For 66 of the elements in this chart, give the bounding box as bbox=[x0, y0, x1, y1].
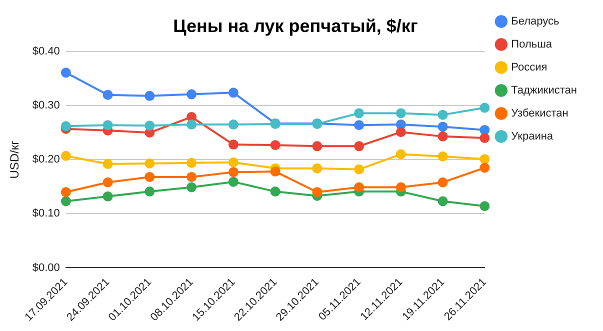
legend-label: Узбекистан bbox=[511, 108, 568, 120]
point bbox=[60, 121, 71, 132]
point bbox=[396, 127, 406, 138]
legend-label: Беларусь bbox=[511, 16, 560, 28]
point bbox=[480, 102, 490, 113]
point bbox=[186, 89, 197, 100]
point bbox=[60, 196, 71, 206]
point bbox=[60, 187, 71, 198]
point bbox=[480, 162, 490, 173]
point bbox=[354, 164, 364, 174]
y-tick-label: $0.10 bbox=[32, 208, 60, 220]
point bbox=[480, 201, 490, 212]
point bbox=[438, 196, 448, 206]
point bbox=[480, 133, 490, 144]
legend-label: Россия bbox=[511, 62, 548, 74]
point bbox=[312, 187, 322, 198]
point bbox=[396, 108, 406, 118]
point bbox=[270, 186, 280, 197]
point bbox=[396, 149, 406, 160]
point bbox=[186, 172, 197, 182]
point bbox=[228, 176, 238, 187]
point bbox=[228, 120, 238, 130]
point bbox=[102, 90, 113, 100]
point bbox=[186, 158, 197, 168]
point bbox=[102, 177, 113, 188]
point bbox=[396, 182, 406, 192]
point bbox=[354, 182, 364, 192]
point bbox=[354, 108, 364, 118]
point bbox=[186, 182, 197, 192]
point bbox=[60, 68, 71, 78]
legend-label: Украина bbox=[511, 130, 554, 143]
point bbox=[144, 172, 155, 182]
point bbox=[144, 90, 155, 101]
point bbox=[438, 110, 448, 120]
point bbox=[480, 154, 490, 164]
point bbox=[480, 124, 490, 135]
legend-label: Таджикистан bbox=[511, 84, 577, 97]
chart-title: Цены на лук репчатый, $/кг bbox=[173, 16, 418, 36]
point bbox=[186, 120, 197, 130]
y-tick-label: $0.20 bbox=[32, 154, 60, 166]
point bbox=[102, 191, 113, 202]
point bbox=[144, 120, 155, 131]
point bbox=[270, 140, 280, 150]
point bbox=[144, 158, 155, 168]
point bbox=[354, 141, 364, 152]
point bbox=[228, 157, 238, 168]
point bbox=[312, 163, 322, 174]
point bbox=[312, 141, 322, 152]
point bbox=[270, 166, 280, 177]
legend-label: Польша bbox=[511, 38, 553, 51]
point bbox=[438, 151, 448, 162]
point bbox=[228, 140, 238, 150]
point bbox=[60, 150, 71, 161]
y-tick-label: $0.30 bbox=[32, 100, 60, 112]
point bbox=[228, 88, 238, 98]
point bbox=[144, 186, 155, 197]
point bbox=[228, 167, 238, 178]
y-axis-title: USD/кг bbox=[8, 140, 22, 179]
point bbox=[102, 120, 113, 130]
y-tick-label: $0.00 bbox=[32, 262, 60, 274]
point bbox=[438, 131, 448, 142]
point bbox=[102, 158, 113, 169]
point bbox=[438, 177, 448, 188]
y-tick-label: $0.40 bbox=[32, 46, 60, 58]
point bbox=[354, 120, 364, 130]
point bbox=[438, 122, 448, 132]
